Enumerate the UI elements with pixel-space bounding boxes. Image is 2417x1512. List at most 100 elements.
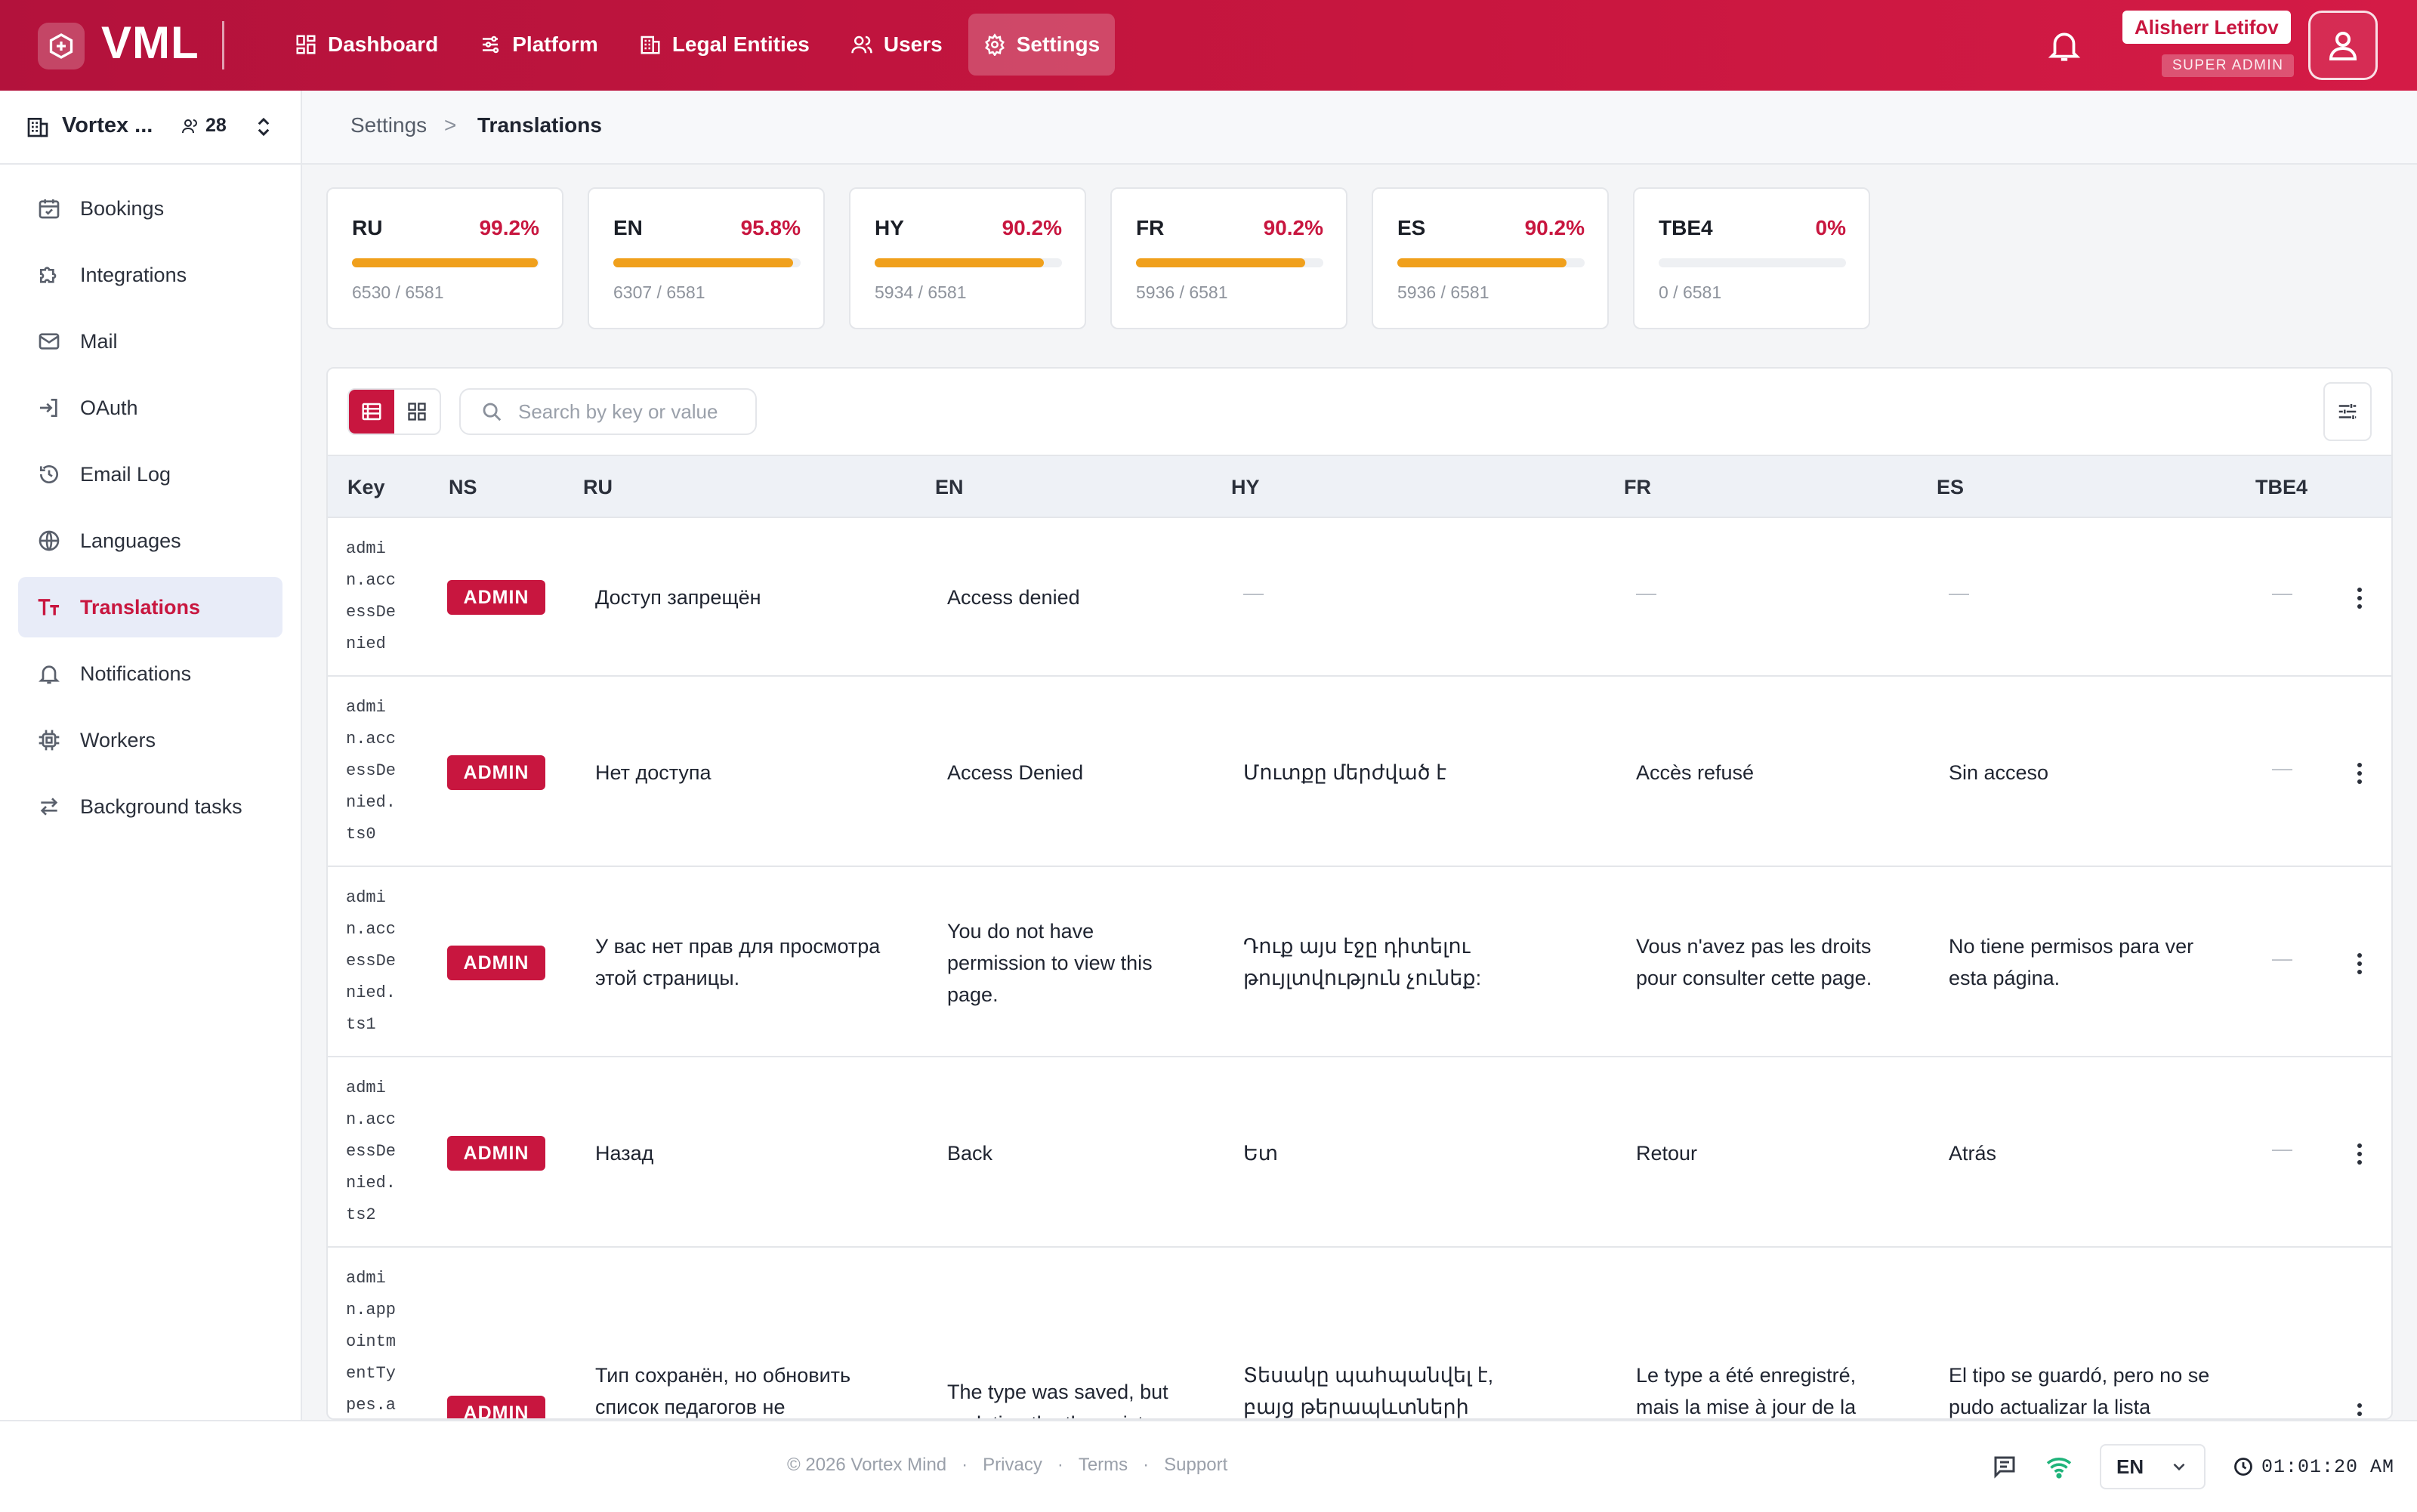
- language-card[interactable]: RU 99.2% 6530 / 6581: [326, 187, 563, 329]
- cell-fr[interactable]: Accès refusé: [1636, 761, 1755, 784]
- cell-en[interactable]: Access Denied: [947, 761, 1084, 784]
- language-count: 5936 / 6581: [1397, 282, 1489, 302]
- cell-hy[interactable]: Դուք այս էջը դիտելու թույլտվություն չուն…: [1243, 935, 1482, 989]
- cell-hy[interactable]: Տեսակը պահպանվել է, բայց թերապևտների ցան…: [1243, 1364, 1494, 1418]
- row-key: admi n.acc essDe nied: [346, 539, 397, 653]
- progress-bar: [1397, 258, 1585, 267]
- language-select[interactable]: EN: [2100, 1444, 2206, 1489]
- cell-tbe4-empty[interactable]: —: [2272, 757, 2292, 779]
- cell-es[interactable]: El tipo se guardó, pero no se pudo actua…: [1949, 1364, 2210, 1418]
- users-icon: [182, 119, 197, 133]
- footer-link-privacy[interactable]: Privacy: [983, 1455, 1042, 1475]
- language-card[interactable]: TBE4 0% 0 / 6581: [1633, 187, 1870, 329]
- nav-platform[interactable]: Platform: [464, 14, 613, 76]
- cell-en[interactable]: Access denied: [947, 586, 1080, 609]
- cell-tbe4-empty[interactable]: —: [2272, 582, 2292, 604]
- logo-text[interactable]: VML: [101, 17, 199, 68]
- language-card[interactable]: ES 90.2% 5936 / 6581: [1372, 187, 1609, 329]
- sidebar-item-notifications[interactable]: Notifications: [18, 643, 282, 704]
- user-name[interactable]: Alisherr Letifov: [2122, 11, 2291, 44]
- cell-tbe4-empty[interactable]: —: [2272, 1137, 2292, 1160]
- cell-ru[interactable]: Тип сохранён, но обновить список педагог…: [595, 1364, 851, 1418]
- sidebar-item-workers[interactable]: Workers: [18, 710, 282, 770]
- cell-ru[interactable]: Доступ запрещён: [595, 586, 761, 609]
- cpu-icon: [36, 727, 62, 753]
- table-view-button[interactable]: [349, 390, 394, 434]
- cell-en[interactable]: The type was saved, but updating the the…: [947, 1381, 1168, 1418]
- footer-link-support[interactable]: Support: [1164, 1455, 1228, 1475]
- table-row[interactable]: admi n.app ointm entTy pes.a ADMIN Тип с…: [328, 1248, 2391, 1418]
- table-row[interactable]: admi n.acc essDe nied. ts0 ADMIN Нет дос…: [328, 677, 2391, 867]
- row-menu-icon[interactable]: [2352, 1139, 2367, 1169]
- row-menu-icon[interactable]: [2352, 1399, 2367, 1418]
- cell-ru[interactable]: Нет доступа: [595, 761, 712, 784]
- sidebar-item-integrations[interactable]: Integrations: [18, 245, 282, 305]
- nav-dashboard[interactable]: Dashboard: [279, 14, 453, 76]
- grid-view-button[interactable]: [394, 390, 440, 434]
- footer-dot: ·: [1143, 1455, 1150, 1475]
- nav-users[interactable]: Users: [835, 14, 958, 76]
- footer: © 2026 Vortex Mind · Privacy · Terms · S…: [0, 1420, 2417, 1512]
- cell-ru[interactable]: У вас нет прав для просмотра этой страни…: [595, 935, 881, 989]
- cell-es[interactable]: No tiene permisos para ver esta página.: [1949, 935, 2194, 989]
- row-menu-icon[interactable]: [2352, 758, 2367, 788]
- column-header-es[interactable]: ES: [1937, 476, 1965, 498]
- sidebar-item-translations[interactable]: Translations: [18, 577, 282, 637]
- column-header-fr[interactable]: FR: [1624, 476, 1651, 498]
- row-key: admi n.acc essDe nied. ts1: [346, 888, 397, 1034]
- cell-ru[interactable]: Назад: [595, 1142, 654, 1165]
- sidebar-item-mail[interactable]: Mail: [18, 311, 282, 372]
- table-row[interactable]: admi n.acc essDe nied ADMIN Доступ запре…: [328, 518, 2391, 677]
- row-menu-icon[interactable]: [2352, 583, 2367, 613]
- language-card[interactable]: EN 95.8% 6307 / 6581: [588, 187, 825, 329]
- language-percent: 90.2%: [1263, 216, 1323, 239]
- language-card[interactable]: HY 90.2% 5934 / 6581: [849, 187, 1086, 329]
- cell-es-empty[interactable]: —: [1949, 582, 1969, 604]
- sidebar-item-languages[interactable]: Languages: [18, 511, 282, 571]
- org-switcher[interactable]: Vortex ... 28: [0, 91, 301, 165]
- sidebar-item-background-tasks[interactable]: Background tasks: [18, 776, 282, 837]
- column-header-ru[interactable]: RU: [583, 476, 613, 498]
- column-header-ns[interactable]: NS: [449, 476, 477, 498]
- nav-settings[interactable]: Settings: [968, 14, 1116, 76]
- cell-es[interactable]: Atrás: [1949, 1142, 1997, 1165]
- column-header-key[interactable]: Key: [347, 476, 385, 498]
- search-input[interactable]: [517, 399, 724, 424]
- cell-tbe4-empty[interactable]: —: [2272, 947, 2292, 970]
- breadcrumb-parent[interactable]: Settings: [350, 113, 428, 137]
- table-row[interactable]: admi n.acc essDe nied. ts2 ADMIN Назад B…: [328, 1057, 2391, 1248]
- column-settings-button[interactable]: [2323, 382, 2372, 441]
- cell-hy-empty[interactable]: —: [1243, 582, 1264, 604]
- cell-en[interactable]: You do not have permission to view this …: [947, 920, 1153, 1006]
- column-header-hy[interactable]: HY: [1231, 476, 1260, 498]
- cell-hy[interactable]: Ետ: [1243, 1142, 1279, 1165]
- table-row[interactable]: admi n.acc essDe nied. ts1 ADMIN У вас н…: [328, 867, 2391, 1057]
- chevron-updown-icon[interactable]: [252, 113, 275, 140]
- chat-icon[interactable]: [1991, 1453, 2018, 1480]
- progress-bar: [875, 258, 1062, 267]
- nav-legal-entities[interactable]: Legal Entities: [624, 14, 825, 76]
- cell-es[interactable]: Sin acceso: [1949, 761, 2049, 784]
- cell-fr[interactable]: Le type a été enregistré, mais la mise à…: [1636, 1364, 1857, 1418]
- sidebar-item-oauth[interactable]: OAuth: [18, 378, 282, 438]
- notifications-bell-icon[interactable]: [2045, 26, 2083, 65]
- cell-fr-empty[interactable]: —: [1636, 582, 1656, 604]
- row-menu-icon[interactable]: [2352, 949, 2367, 979]
- language-card[interactable]: FR 90.2% 5936 / 6581: [1110, 187, 1347, 329]
- namespace-badge: ADMIN: [447, 1396, 545, 1418]
- sidebar-item-email-log[interactable]: Email Log: [18, 444, 282, 505]
- cell-en[interactable]: Back: [947, 1142, 993, 1165]
- mail-icon: [36, 329, 62, 354]
- sidebar-item-label: Workers: [80, 728, 156, 751]
- wifi-icon[interactable]: [2045, 1453, 2073, 1480]
- cell-fr[interactable]: Retour: [1636, 1142, 1698, 1165]
- footer-link-terms[interactable]: Terms: [1078, 1455, 1128, 1475]
- avatar[interactable]: [2308, 11, 2378, 80]
- column-header-en[interactable]: EN: [935, 476, 964, 498]
- logo-icon[interactable]: [38, 23, 85, 69]
- column-header-tbe4[interactable]: TBE4: [2255, 476, 2308, 498]
- cell-fr[interactable]: Vous n'avez pas les droits pour consulte…: [1636, 935, 1872, 989]
- cell-hy[interactable]: Մուտքը մերժված է: [1243, 761, 1447, 784]
- sidebar-item-bookings[interactable]: Bookings: [18, 178, 282, 239]
- row-key: admi n.acc essDe nied. ts0: [346, 698, 397, 844]
